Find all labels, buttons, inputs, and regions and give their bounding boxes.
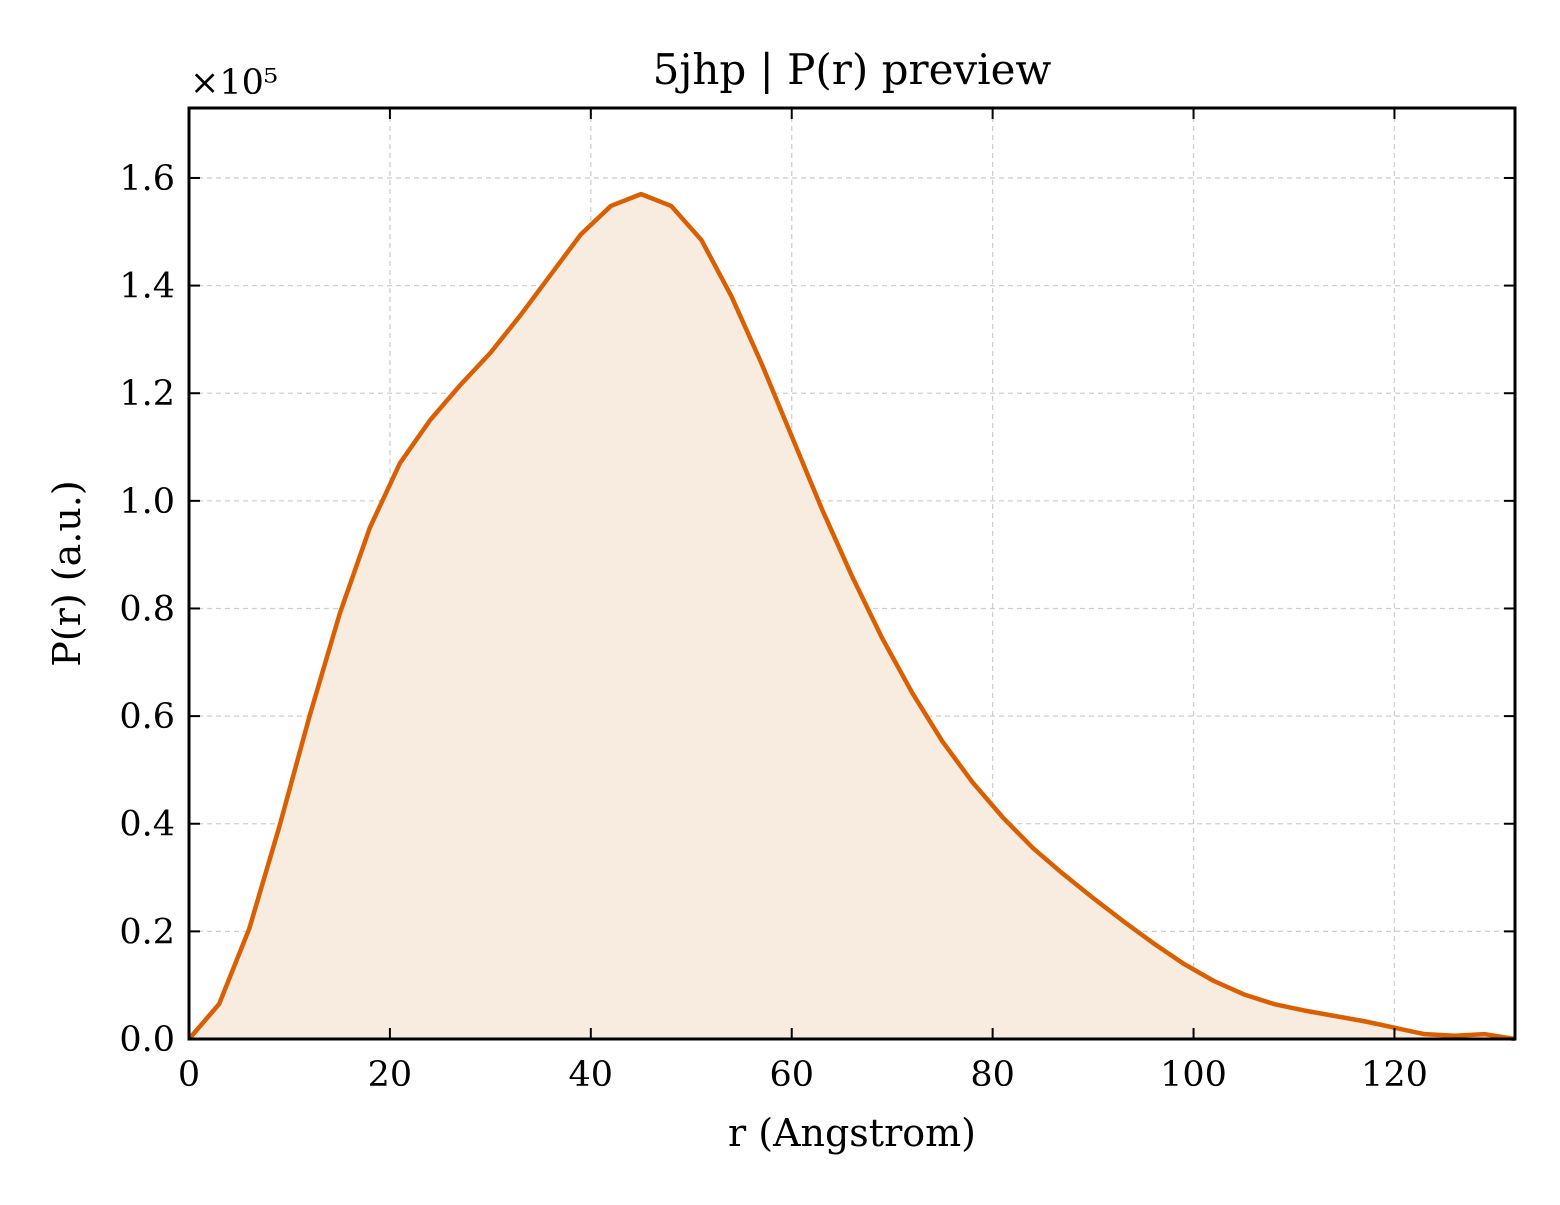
y-tick-label: 0.4 — [119, 805, 175, 845]
x-axis-label: r (Angstrom) — [728, 1111, 976, 1155]
x-tick-label: 40 — [569, 1055, 614, 1095]
axis-ticks: 0 20 40 60 80 100 120 0.0 0.2 0.4 0.6 0.8 1.0 1.2 1.4 1… — [119, 108, 1515, 1095]
y-axis-label: P(r) (a.u.) — [45, 480, 89, 666]
plot-frame — [187, 106, 1517, 1041]
y-offset-text: ×10⁵ — [190, 63, 278, 103]
area-fill — [189, 194, 1515, 1040]
y-tick-label: 0.8 — [119, 589, 175, 629]
y-tick-label: 1.4 — [119, 267, 175, 307]
chart-title: 5jhp | P(r) preview — [653, 45, 1052, 94]
x-tick-label: 100 — [1160, 1055, 1227, 1095]
y-tick-label: 1.0 — [119, 482, 175, 522]
x-tick-label: 60 — [769, 1055, 814, 1095]
x-tick-label: 20 — [368, 1055, 413, 1095]
y-tick-label: 0.2 — [119, 912, 175, 952]
y-tick-label: 0.0 — [119, 1020, 175, 1060]
x-tick-label: 120 — [1361, 1055, 1428, 1095]
series-line — [187, 191, 1516, 1042]
x-tick-label: 0 — [178, 1055, 200, 1095]
x-tick-label: 80 — [970, 1055, 1015, 1095]
y-tick-label: 1.2 — [119, 374, 175, 414]
y-tick-label: 0.6 — [119, 697, 175, 737]
y-tick-label: 1.6 — [119, 159, 175, 199]
